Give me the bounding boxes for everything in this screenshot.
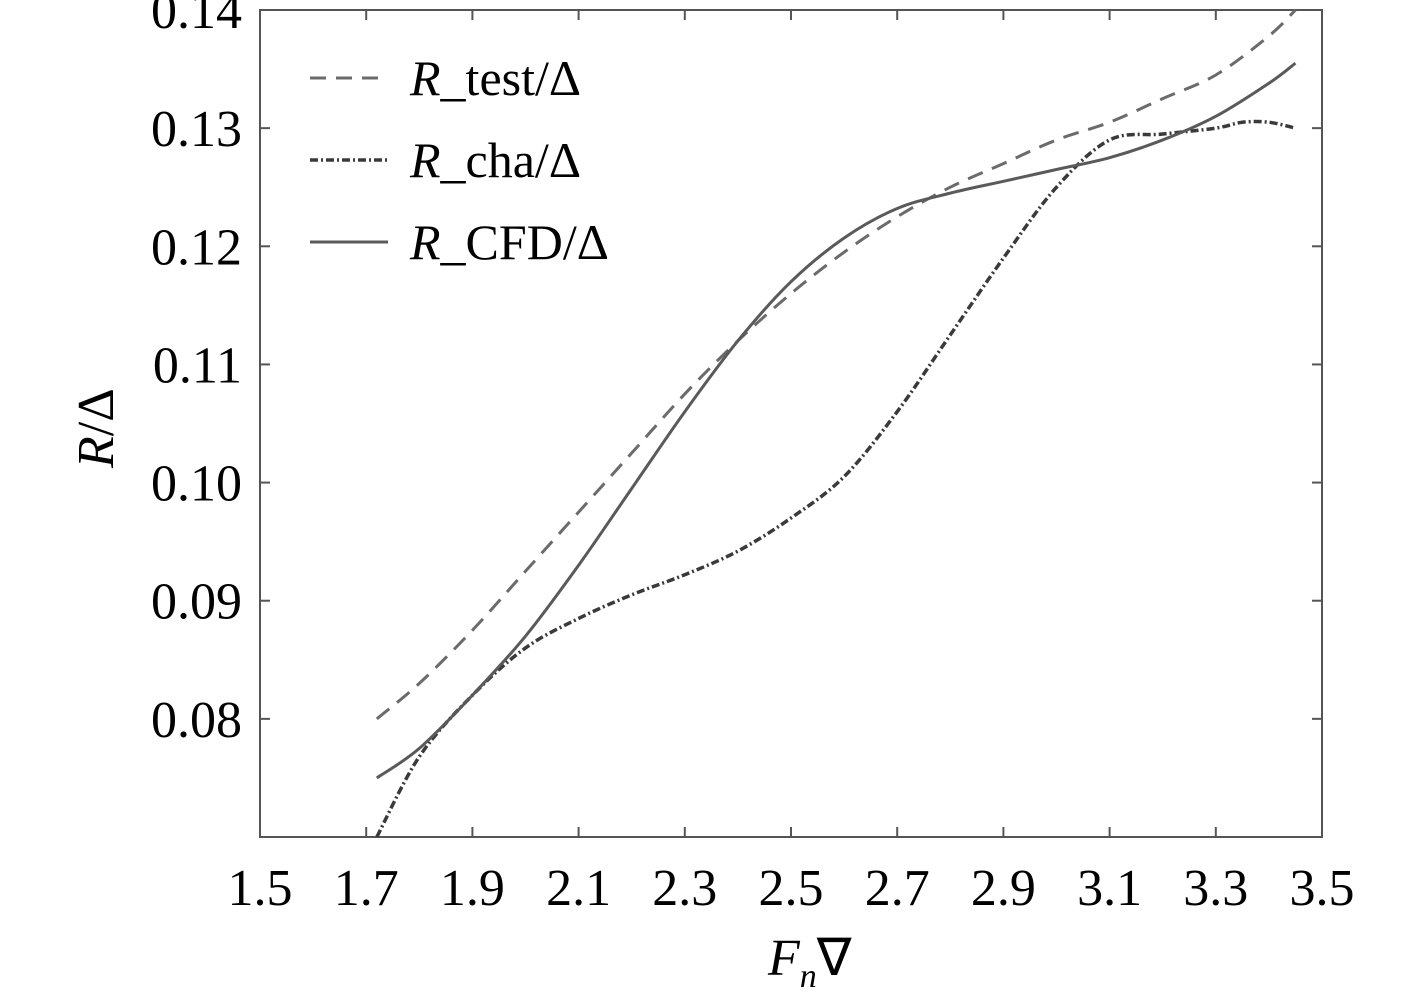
x-tick-label: 1.7 [334,860,399,917]
y-tick-label: 0.09 [151,574,242,631]
series-line-1 [375,8,1297,721]
x-axis-label: Fn∇ [767,930,852,994]
legend-label: R_cha/Δ [409,132,581,188]
x-tick-label: 2.1 [546,860,611,917]
y-tick-label: 0.08 [151,692,242,749]
y-tick-label: 0.14 [151,0,242,40]
x-tick-label: 2.3 [652,860,717,917]
x-tick-label: 2.9 [971,860,1036,917]
y-tick-label: 0.13 [151,101,242,158]
y-axis-label: R/Δ [68,388,125,469]
x-tick-label: 2.5 [759,860,824,917]
axis-ticks: 1.5 1.7 1.9 2.1 2.3 2.5 2.7 2.9 3.1 3.3 3.5 0.08 0.0… [151,0,1355,917]
x-tick-label: 3.1 [1077,860,1142,917]
x-tick-label: 2.7 [865,860,930,917]
legend-label: R_CFD/Δ [409,214,609,270]
series-line-3 [375,61,1297,780]
x-tick-label: 3.5 [1290,860,1355,917]
y-tick-label: 0.10 [151,456,242,513]
x-tick-label: 1.9 [440,860,505,917]
legend: R_test/Δ R_cha/Δ R_CFD/Δ [310,50,609,270]
series-line-2 [375,119,1296,838]
y-tick-label: 0.12 [151,219,242,276]
x-tick-label: 1.5 [228,860,293,917]
y-tick-label: 0.11 [153,337,242,394]
series-layer [375,8,1297,838]
x-tick-label: 3.3 [1183,860,1248,917]
legend-label: R_test/Δ [409,50,581,106]
